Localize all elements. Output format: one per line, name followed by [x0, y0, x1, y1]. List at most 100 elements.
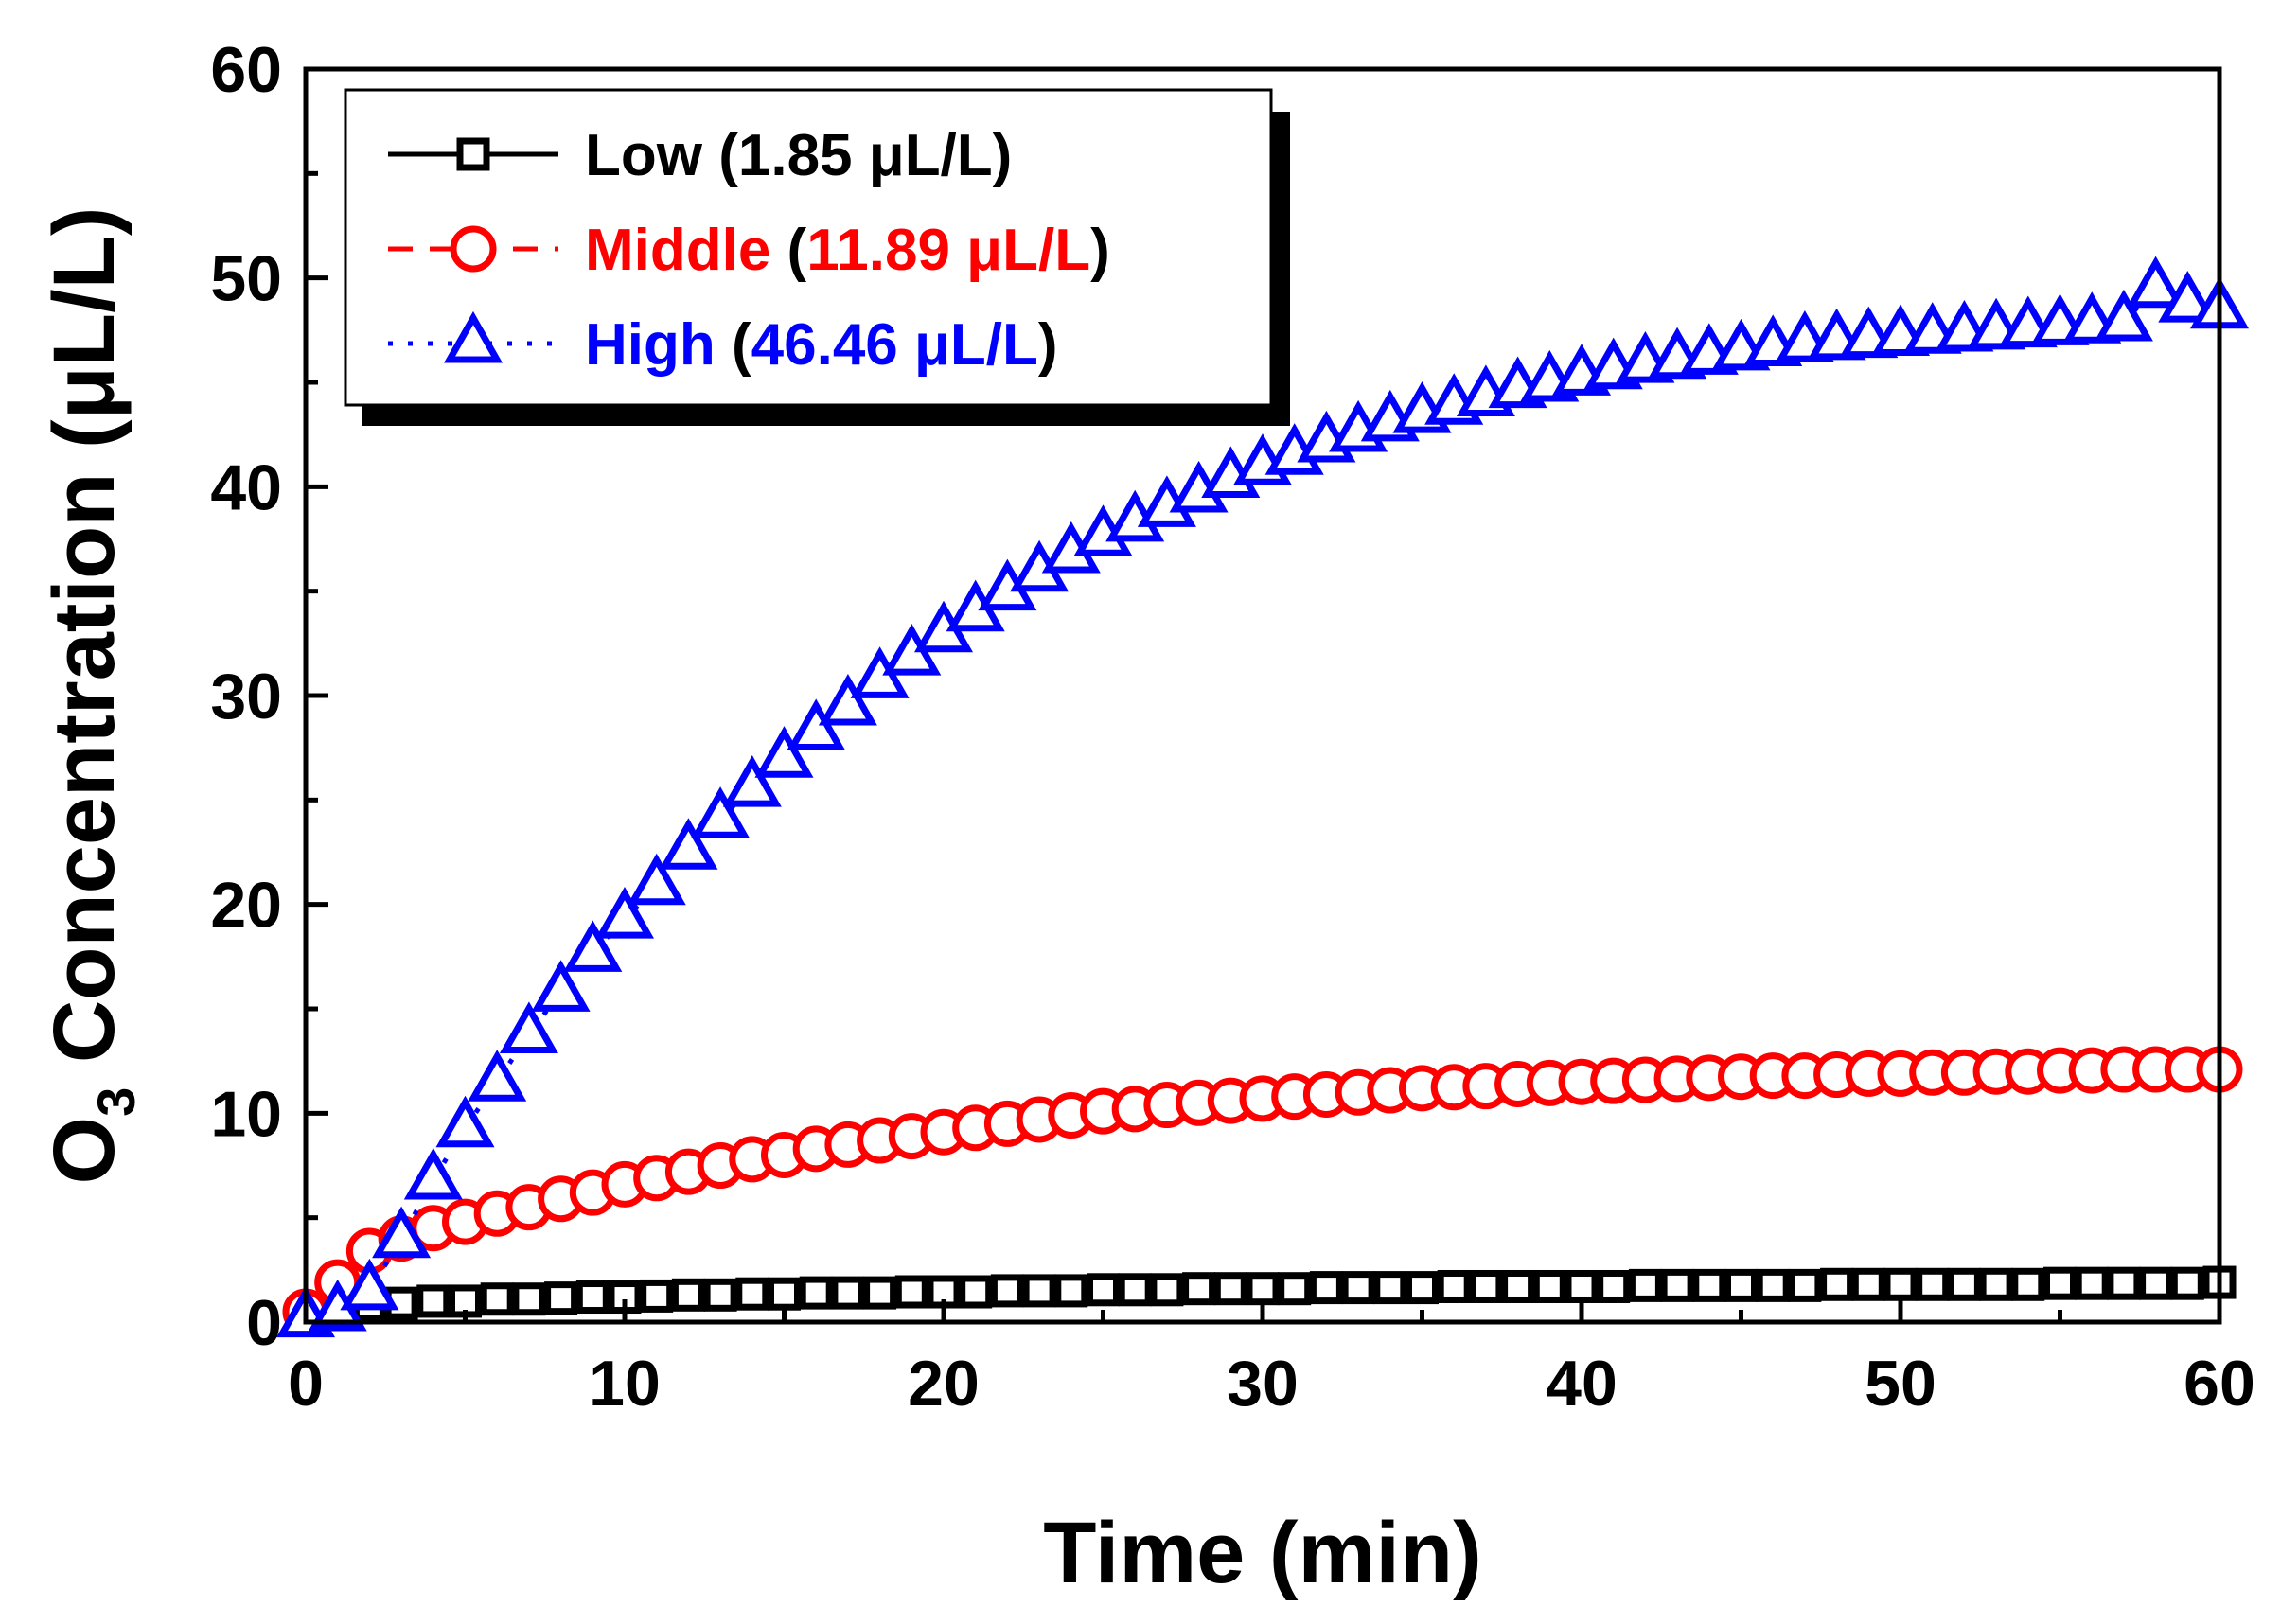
series-high-point	[754, 726, 814, 778]
series-low-point	[544, 1281, 578, 1315]
series-high-point	[499, 1001, 558, 1053]
series-low-point	[416, 1284, 451, 1318]
series-low-point	[1979, 1267, 2013, 1301]
x-tick-label: 0	[288, 1348, 324, 1420]
series-low-point	[1406, 1271, 1439, 1305]
series-high-point	[563, 920, 623, 972]
series-high-point	[659, 818, 718, 870]
series-low-point	[1692, 1268, 1726, 1302]
legend-paren-close: )	[1090, 218, 1110, 283]
series-low-point	[1628, 1268, 1662, 1302]
series-low-point	[1150, 1273, 1184, 1307]
legend-value-low: 1.85 μL/L	[738, 123, 993, 188]
series-low-point	[1565, 1269, 1599, 1303]
series-high-point	[691, 786, 751, 838]
series-low-point	[575, 1280, 610, 1315]
series-low-point	[1054, 1274, 1088, 1308]
series-low-point	[1947, 1267, 1981, 1301]
legend-name-low: Low	[585, 123, 703, 188]
series-high-point	[2094, 289, 2153, 342]
legend-label-middle: Middle (11.89 μL/L)	[585, 218, 1110, 283]
series-low-point	[1851, 1267, 1885, 1301]
series-low-point	[1724, 1268, 1758, 1302]
y-tick-label: 10	[210, 1078, 282, 1150]
series-low-point	[959, 1275, 993, 1309]
series-low-point	[2170, 1266, 2204, 1300]
legend-paren-open: (	[770, 218, 806, 283]
series-middle	[282, 1046, 2243, 1335]
legend-value-high: 46.46 μL/L	[751, 312, 1038, 378]
series-low-point	[1309, 1271, 1343, 1305]
legend-entries: Low (1.85 μL/L)Middle (11.89 μL/L)High (…	[388, 123, 1110, 378]
legend-name-high: High	[585, 312, 716, 378]
series-low-point	[1820, 1267, 1854, 1301]
y-tick-label: 60	[210, 34, 282, 106]
series-high-point	[722, 755, 782, 807]
legend-value-middle: 11.89 μL/L	[806, 218, 1090, 283]
legend-entry-low: Low (1.85 μL/L)	[388, 123, 1012, 188]
series-low-point	[1278, 1272, 1312, 1306]
series-low-point	[1883, 1267, 1918, 1301]
series-high-point	[2158, 271, 2218, 323]
x-tick-label: 50	[1865, 1348, 1936, 1420]
y-tick-label: 50	[210, 243, 282, 315]
series-low-point	[1532, 1269, 1566, 1303]
series-high-point	[531, 960, 591, 1012]
x-tick-label: 40	[1546, 1348, 1618, 1420]
series-high-point	[818, 673, 877, 726]
series-low-point	[480, 1282, 514, 1316]
y-axis-title-o: O	[36, 1117, 133, 1185]
series-low-point	[863, 1276, 897, 1310]
series-low-point	[1341, 1271, 1375, 1305]
legend-label-high: High (46.46 μL/L)	[585, 312, 1058, 378]
series-high-point	[594, 887, 655, 939]
x-axis-ticks: 0 10 20 30 40 50 60	[288, 1299, 2255, 1420]
series-low-point	[1597, 1269, 1631, 1303]
y-axis-title-subscript: 3	[86, 1087, 146, 1117]
series-low-point	[735, 1277, 769, 1311]
series-high-point	[2126, 256, 2185, 309]
y-axis-title-rest: Concentration (μL/L)	[36, 207, 133, 1087]
series-low-point	[1788, 1268, 1822, 1302]
series-low-point	[799, 1276, 833, 1310]
series-high-point	[372, 1206, 432, 1259]
series-low-point	[1087, 1273, 1120, 1307]
series-low-point	[2107, 1266, 2141, 1300]
series-low-point	[1022, 1274, 1056, 1308]
series-low-point	[2043, 1266, 2077, 1300]
y-tick-label: 30	[210, 661, 282, 733]
series-low-point	[768, 1277, 801, 1311]
legend: Low (1.85 μL/L)Middle (11.89 μL/L)High (…	[344, 88, 1290, 426]
series-low-point	[1916, 1267, 1950, 1301]
series-low-point	[703, 1278, 737, 1312]
series-low-point	[1373, 1271, 1407, 1305]
series-low-point	[512, 1282, 546, 1316]
series-low-point	[1118, 1273, 1152, 1307]
legend-marker-high	[443, 310, 504, 363]
series-low-point	[1756, 1268, 1790, 1302]
series-high-point	[340, 1258, 399, 1311]
legend-paren-close: )	[993, 123, 1013, 188]
x-axis-title: Time (min)	[1043, 1505, 1481, 1601]
series-low-point	[1501, 1269, 1535, 1303]
legend-paren-open: (	[702, 123, 738, 188]
series-high-point	[787, 698, 846, 751]
series-low-point	[2075, 1266, 2109, 1300]
legend-paren-close: )	[1038, 312, 1058, 378]
legend-entry-high: High (46.46 μL/L)	[388, 310, 1058, 378]
legend-box	[344, 88, 1273, 407]
y-axis-ticks: 0 10 20 30 40 50 60	[210, 34, 328, 1359]
x-tick-label: 60	[2184, 1348, 2255, 1420]
y-tick-label: 20	[210, 870, 282, 942]
series-low-point	[1213, 1272, 1247, 1306]
legend-entry-middle: Middle (11.89 μL/L)	[388, 218, 1110, 283]
series-low-point	[671, 1278, 705, 1312]
legend-marker-middle	[450, 225, 497, 273]
legend-name-middle: Middle	[585, 218, 770, 283]
series-low-point	[640, 1279, 674, 1313]
legend-label-low: Low (1.85 μL/L)	[585, 123, 1012, 188]
series-high-point	[468, 1050, 527, 1102]
series-high-point	[435, 1095, 495, 1148]
series-low-point	[1182, 1272, 1216, 1306]
